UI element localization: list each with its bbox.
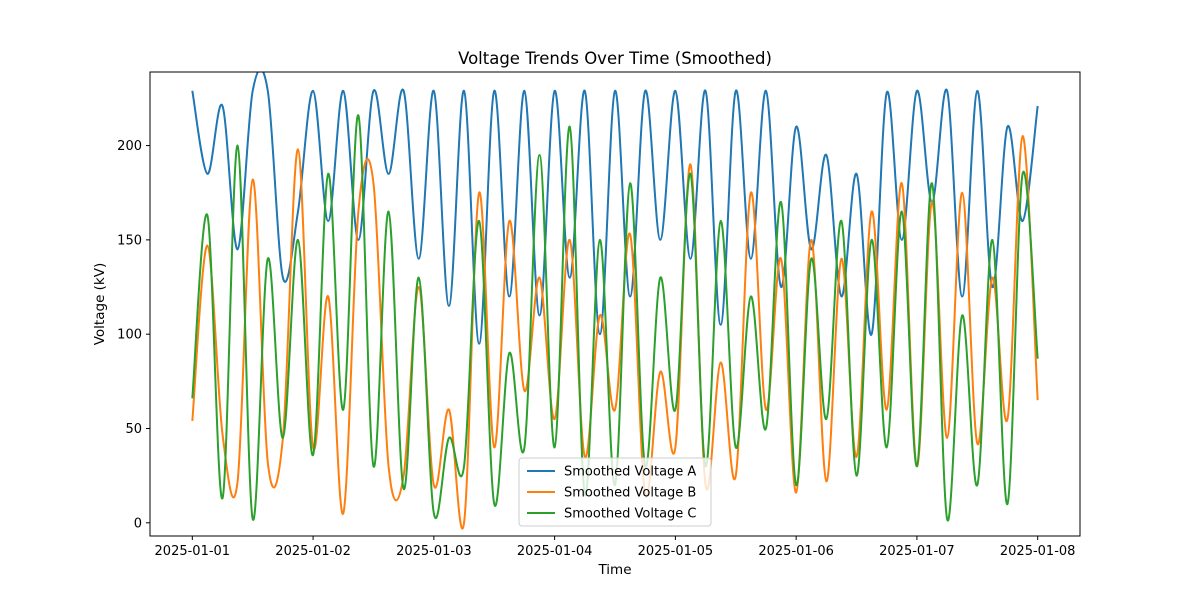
plot-frame — [149, 71, 1081, 537]
x-tick-label: 2025-01-05 — [638, 544, 714, 559]
x-axis-label: Time — [597, 562, 631, 578]
legend-entry-label: Smoothed Voltage B — [564, 486, 696, 501]
y-tick-label: 200 — [117, 139, 142, 154]
series-line-2 — [191, 135, 1039, 530]
y-tick-label: 50 — [125, 422, 142, 437]
y-tick-label: 100 — [117, 328, 142, 343]
series-line-1 — [191, 72, 1039, 345]
legend: Smoothed Voltage A Smoothed Voltage B Smoo… — [518, 457, 712, 527]
legend-box — [518, 457, 712, 527]
chart-title: Voltage Trends Over Time (Smoothed) — [458, 49, 772, 68]
x-axis: 2025-01-01 2025-01-02 2025-01-03 2025-01-04… — [155, 536, 1076, 559]
x-tick-label: 2025-01-03 — [396, 544, 472, 559]
series-layer — [191, 72, 1039, 530]
y-axis: 0 50 100 150 200 — [117, 139, 150, 531]
x-tick-label: 2025-01-08 — [1000, 544, 1076, 559]
y-tick-label: 0 — [134, 516, 142, 531]
x-tick-label: 2025-01-02 — [275, 544, 351, 559]
x-tick-label: 2025-01-04 — [517, 544, 593, 559]
x-tick-label: 2025-01-06 — [758, 544, 834, 559]
x-tick-label: 2025-01-07 — [879, 544, 955, 559]
series-line-3 — [191, 114, 1039, 522]
y-axis-label: Voltage (kV) — [92, 263, 108, 346]
x-tick-label: 2025-01-01 — [155, 544, 231, 559]
legend-entry-label: Smoothed Voltage C — [564, 507, 697, 522]
y-tick-label: 150 — [117, 233, 142, 248]
legend-entry-label: Smoothed Voltage A — [564, 465, 696, 480]
